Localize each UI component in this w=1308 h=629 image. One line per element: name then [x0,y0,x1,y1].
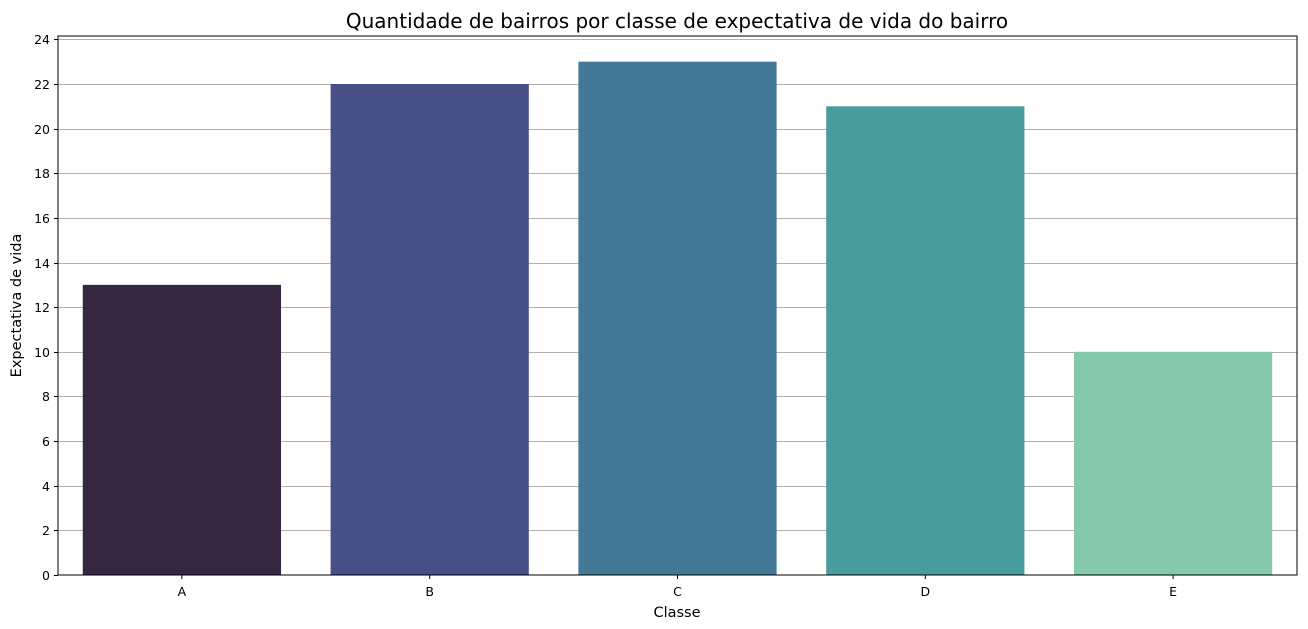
bar-b [331,84,529,575]
bar-a [83,285,281,575]
x-axis-ticks: A B C D E [178,575,1178,599]
chart-title: Quantidade de bairros por classe de expe… [346,9,1008,33]
y-tick-label: 14 [34,256,50,271]
x-axis-label: Classe [653,605,700,621]
y-tick-label: 18 [34,166,50,181]
y-tick-label: 12 [34,300,50,315]
y-tick-label: 8 [42,389,50,404]
y-tick-label: 4 [42,479,50,494]
x-tick-label: B [425,584,434,599]
y-tick-label: 0 [42,568,50,583]
y-tick-label: 16 [34,211,50,226]
y-tick-label: 20 [34,122,50,137]
x-tick-label: E [1169,584,1177,599]
bar-c [578,62,776,575]
y-tick-label: 10 [34,345,50,360]
y-axis-label: Expectativa de vida [9,234,25,378]
x-tick-label: A [178,584,187,599]
y-tick-label: 6 [42,434,50,449]
x-tick-label: C [673,584,682,599]
bars [83,62,1272,575]
y-tick-label: 24 [34,32,50,47]
bar-d [826,106,1024,575]
bar-e [1074,352,1272,575]
y-tick-label: 2 [42,523,50,538]
x-tick-label: D [920,584,930,599]
y-tick-label: 22 [34,77,50,92]
